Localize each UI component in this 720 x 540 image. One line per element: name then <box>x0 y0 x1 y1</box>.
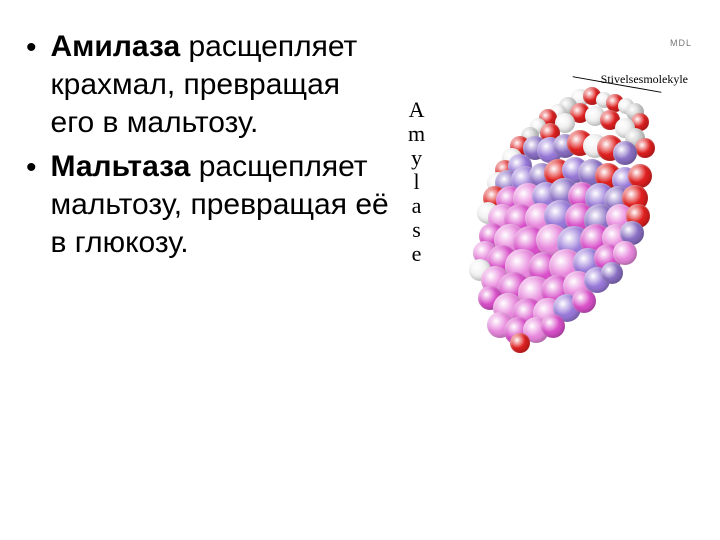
bullet-1-bold: Амилаза <box>51 30 181 63</box>
watermark: MDL <box>670 38 692 48</box>
text-column: • Амилаза расщепляет крахмал, превращая … <box>20 28 400 268</box>
molecule-render <box>440 88 690 348</box>
bullet-1-text: Амилаза расщепляет крахмал, превращая ег… <box>51 28 390 142</box>
bullet-1: • Амилаза расщепляет крахмал, превращая … <box>20 28 390 142</box>
image-column: Amylase Stivelsesmolekyle MDL <box>400 28 700 268</box>
slide-content: • Амилаза расщепляет крахмал, превращая … <box>0 0 720 268</box>
top-label: Stivelsesmolekyle <box>601 72 688 87</box>
bullet-2-bold: Мальтаза <box>51 150 191 183</box>
bullet-2: • Мальтаза расщепляет мальтозу, превраща… <box>20 148 390 262</box>
bullet-marker: • <box>26 148 37 262</box>
amylase-vertical-label: Amylase <box>408 98 425 266</box>
bullet-2-text: Мальтаза расщепляет мальтозу, превращая … <box>51 148 390 262</box>
bullet-marker: • <box>26 28 37 142</box>
